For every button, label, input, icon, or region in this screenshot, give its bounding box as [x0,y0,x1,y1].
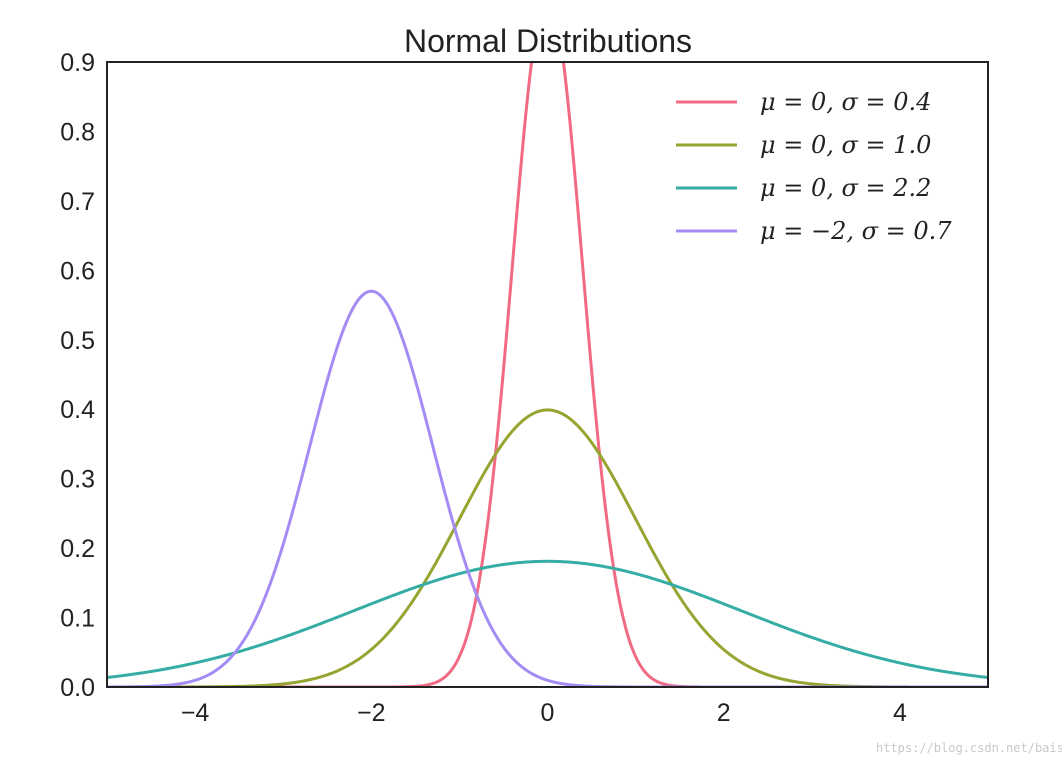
y-tick-label: 0.6 [60,257,95,285]
plot-frame [106,61,989,688]
x-tick-label: 0 [541,699,555,727]
watermark: https://blog.csdn.net/bais [876,741,1062,755]
chart-title: Normal Distributions [404,23,692,59]
y-tick-label: 0.4 [60,396,95,424]
y-tick-label: 0.7 [60,188,95,216]
legend-label: μ = −2, σ = 0.7 [760,217,952,245]
legend: μ = 0, σ = 0.4 μ = 0, σ = 1.0 μ = 0, σ = 2… [676,88,952,245]
x-tick-label: 4 [893,699,907,727]
x-tick-label: −2 [357,699,386,727]
x-tick-labels: −4 −2 0 2 4 [181,699,907,727]
x-tick-label: −4 [181,699,210,727]
y-tick-label: 0.9 [60,49,95,77]
y-tick-label: 0.0 [60,674,95,702]
y-tick-label: 0.5 [60,327,95,355]
y-tick-label: 0.1 [60,605,95,633]
legend-label: μ = 0, σ = 0.4 [760,88,931,116]
series-line-2 [107,559,988,679]
series-layer [107,62,988,687]
legend-label: μ = 0, σ = 2.2 [760,174,931,202]
y-tick-labels: 0.0 0.1 0.2 0.3 0.4 0.5 0.6 0.7 0.8 0.9 [60,49,95,702]
y-tick-label: 0.8 [60,118,95,146]
y-tick-label: 0.2 [60,535,95,563]
legend-label: μ = 0, σ = 1.0 [760,131,931,159]
y-tick-label: 0.3 [60,466,95,494]
series-line-3 [107,289,988,687]
x-tick-label: 2 [717,699,731,727]
